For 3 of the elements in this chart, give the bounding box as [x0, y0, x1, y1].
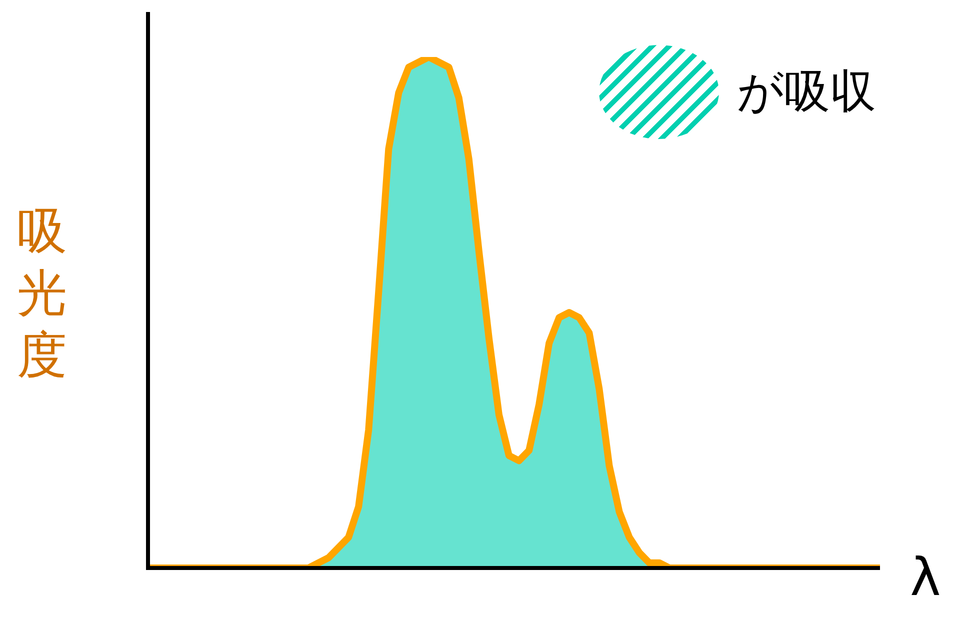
- y-axis-title: 吸光度: [16, 201, 68, 386]
- x-axis-title: λ: [910, 548, 941, 608]
- legend-label: が吸収: [737, 63, 876, 120]
